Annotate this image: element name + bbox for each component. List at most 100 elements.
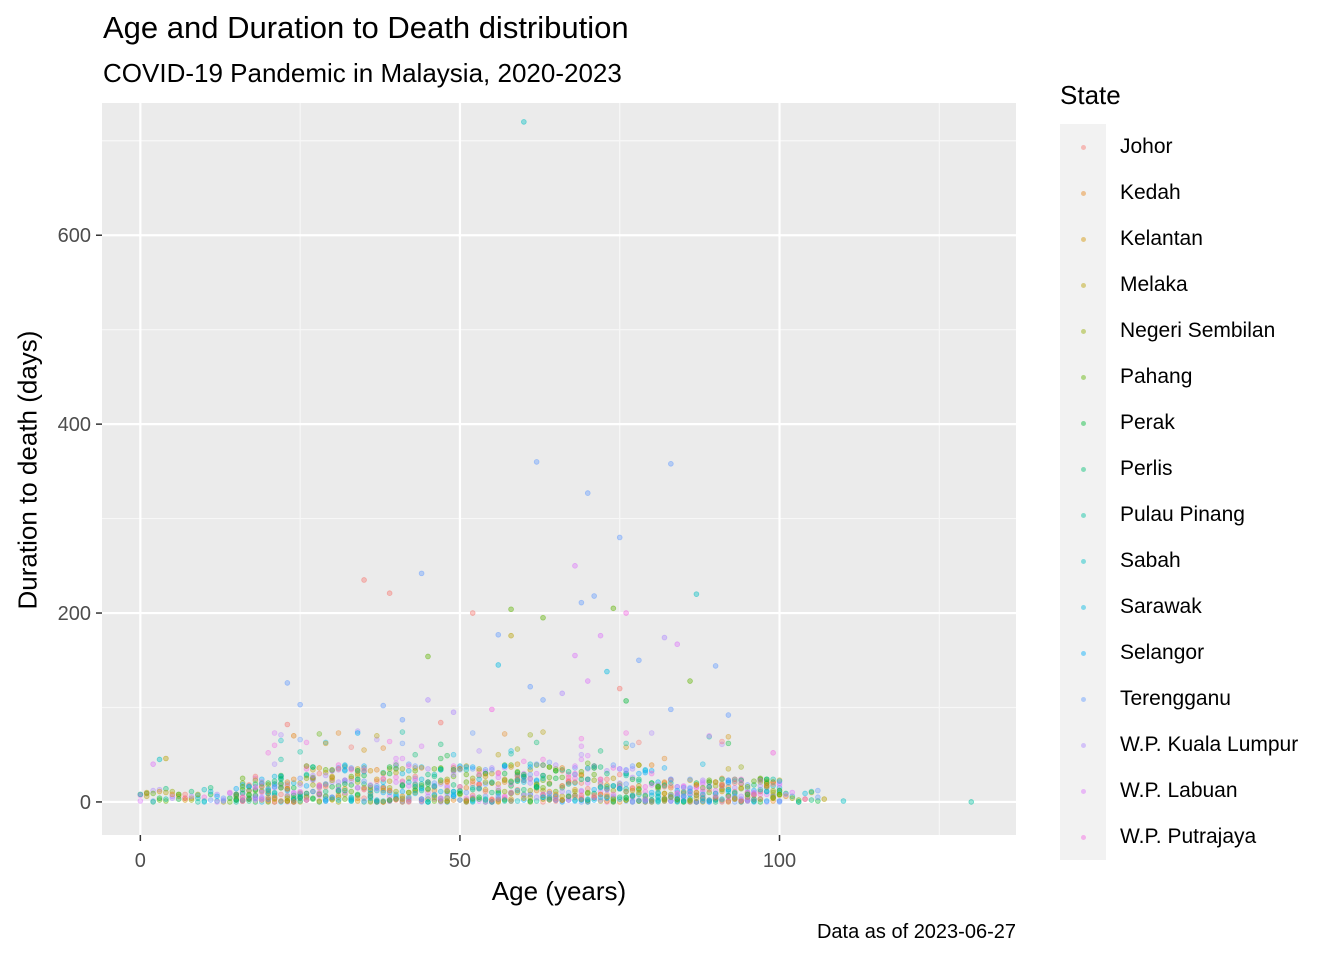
data-point: [744, 791, 751, 798]
data-point: [425, 779, 431, 785]
data-point: [610, 762, 617, 768]
data-point: [335, 783, 342, 789]
data-point: [469, 792, 476, 799]
data-point: [757, 776, 764, 783]
data-point: [258, 788, 265, 795]
data-point: [469, 784, 476, 791]
data-point: [271, 742, 278, 749]
legend-label: Kedah: [1120, 181, 1181, 204]
data-point: [763, 784, 770, 791]
data-point: [233, 797, 240, 803]
data-point: [482, 767, 489, 773]
data-point: [533, 459, 540, 465]
data-point: [770, 781, 776, 787]
data-point: [731, 790, 738, 797]
data-point: [271, 778, 278, 784]
data-point: [399, 796, 406, 802]
data-point: [348, 765, 355, 771]
data-point: [278, 799, 284, 805]
legend-label: Perak: [1120, 411, 1175, 434]
data-point: [399, 779, 406, 785]
data-point: [303, 739, 310, 746]
data-point: [533, 739, 540, 746]
data-point: [610, 796, 617, 802]
data-point: [508, 748, 514, 754]
data-points: [137, 119, 975, 805]
data-point: [559, 784, 565, 791]
data-point: [700, 796, 706, 802]
data-point: [693, 792, 700, 799]
data-point: [751, 792, 757, 799]
data-point: [706, 779, 713, 785]
data-point: [393, 793, 399, 800]
data-point: [290, 797, 297, 803]
data-point: [572, 775, 578, 782]
data-point: [565, 774, 572, 781]
data-point: [648, 799, 655, 805]
data-point: [258, 787, 265, 794]
data-point: [616, 785, 623, 792]
data-point: [163, 789, 169, 796]
data-point: [597, 798, 604, 804]
data-point: [700, 786, 706, 793]
legend-item: Melaka: [1060, 262, 1188, 308]
data-point: [712, 790, 719, 797]
data-point: [437, 755, 444, 762]
data-point: [521, 119, 527, 125]
data-point: [623, 730, 629, 736]
data-point: [655, 782, 661, 788]
data-point: [655, 794, 661, 801]
data-point: [719, 741, 725, 748]
data-point: [648, 780, 655, 786]
data-point: [597, 779, 604, 785]
data-point: [437, 777, 444, 784]
data-point: [271, 799, 278, 805]
data-point: [738, 777, 744, 784]
data-point: [795, 797, 802, 803]
data-point: [450, 773, 457, 780]
data-point: [700, 781, 706, 787]
data-point: [763, 776, 770, 783]
data-point: [514, 778, 521, 784]
data-point: [674, 796, 681, 802]
data-point: [457, 791, 463, 798]
data-point: [258, 784, 265, 790]
data-point: [278, 784, 284, 791]
data-point: [508, 789, 514, 796]
data-point: [361, 784, 367, 791]
data-point: [246, 787, 252, 794]
data-point: [629, 742, 636, 749]
data-point: [584, 490, 591, 496]
data-point: [706, 777, 713, 784]
data-point: [674, 797, 681, 803]
data-point: [278, 781, 284, 787]
data-point: [207, 797, 214, 803]
legend-label: Selangor: [1120, 641, 1205, 664]
data-point: [258, 781, 265, 787]
data-point: [201, 786, 208, 793]
data-point: [156, 788, 163, 795]
data-point: [393, 762, 399, 768]
data-point: [405, 794, 412, 801]
y-tick-label: 200: [58, 603, 91, 625]
data-point: [648, 789, 655, 796]
data-point: [233, 793, 240, 800]
data-point: [361, 767, 367, 774]
data-point: [348, 782, 355, 788]
data-point: [527, 732, 534, 738]
legend-swatch: [1060, 492, 1106, 538]
data-point: [239, 790, 246, 797]
data-point: [265, 797, 271, 803]
data-point: [700, 799, 706, 805]
data-point: [495, 796, 502, 802]
data-point: [405, 789, 412, 796]
data-point: [258, 796, 265, 802]
data-point: [674, 798, 681, 804]
data-point: [425, 779, 431, 785]
data-point: [553, 797, 559, 803]
data-point: [412, 782, 418, 788]
data-point: [687, 797, 693, 803]
x-tick-label: 100: [763, 850, 796, 872]
data-point: [687, 788, 693, 795]
data-point: [744, 790, 751, 797]
